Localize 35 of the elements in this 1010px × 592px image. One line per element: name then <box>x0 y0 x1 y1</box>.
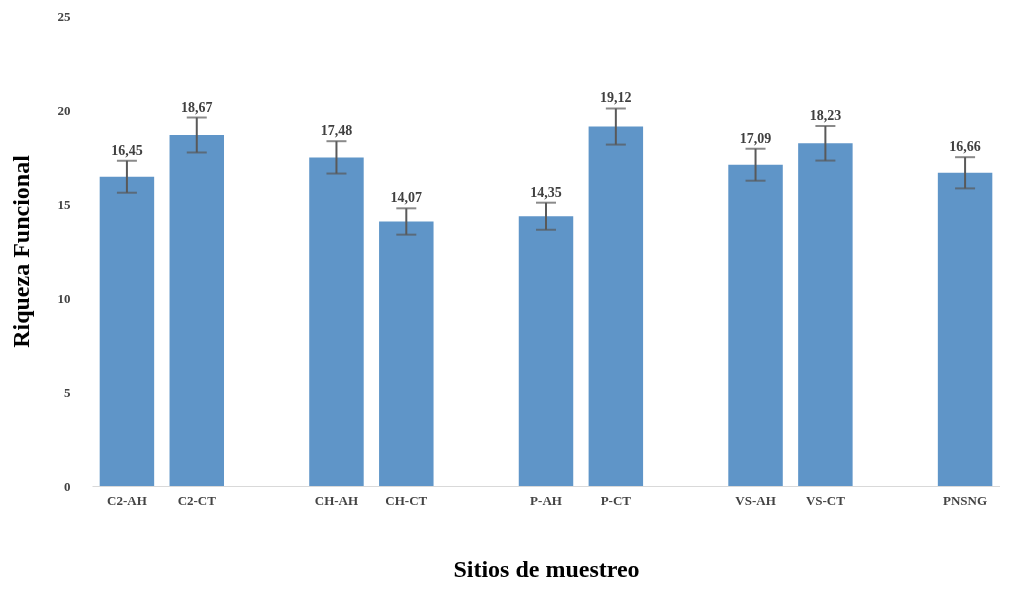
data-label: 14,35 <box>530 184 562 200</box>
x-axis-title: Sitios de muestreo <box>453 555 640 582</box>
bar <box>309 157 364 486</box>
x-tick-label: P-CT <box>600 492 632 508</box>
data-label: 19,12 <box>600 90 632 106</box>
x-tick-label: CH-CT <box>385 492 428 508</box>
y-tick-label: 0 <box>64 478 71 494</box>
bar <box>518 216 574 486</box>
y-tick-label: 25 <box>57 8 71 24</box>
x-tick-label: VS-AH <box>735 492 776 508</box>
data-label: 16,45 <box>111 142 143 158</box>
x-tick-label: C2-AH <box>107 492 147 508</box>
bar <box>728 164 783 486</box>
data-label: 18,23 <box>809 107 842 123</box>
bar <box>99 176 155 486</box>
bar <box>588 126 644 486</box>
bar <box>937 172 993 486</box>
x-tick-label: C2-CT <box>177 492 217 508</box>
y-axis-title: Riqueza Funcional <box>7 154 34 348</box>
y-tick-label: 15 <box>57 196 71 212</box>
bar <box>169 135 225 486</box>
data-label: 16,66 <box>949 139 981 155</box>
data-label: 17,09 <box>739 130 772 146</box>
y-tick-label: 10 <box>57 290 71 306</box>
x-tick-label: VS-CT <box>805 492 846 508</box>
data-label: 18,67 <box>181 99 213 115</box>
y-tick-label: 5 <box>64 384 71 400</box>
x-tick-label: CH-AH <box>314 492 359 508</box>
bar <box>798 143 853 486</box>
data-label: 17,48 <box>320 123 353 139</box>
x-tick-label: P-AH <box>530 492 562 508</box>
y-tick-label: 20 <box>57 102 71 118</box>
data-label: 14,07 <box>390 190 423 206</box>
x-tick-label: PNSNG <box>943 492 988 508</box>
bar <box>379 221 434 486</box>
